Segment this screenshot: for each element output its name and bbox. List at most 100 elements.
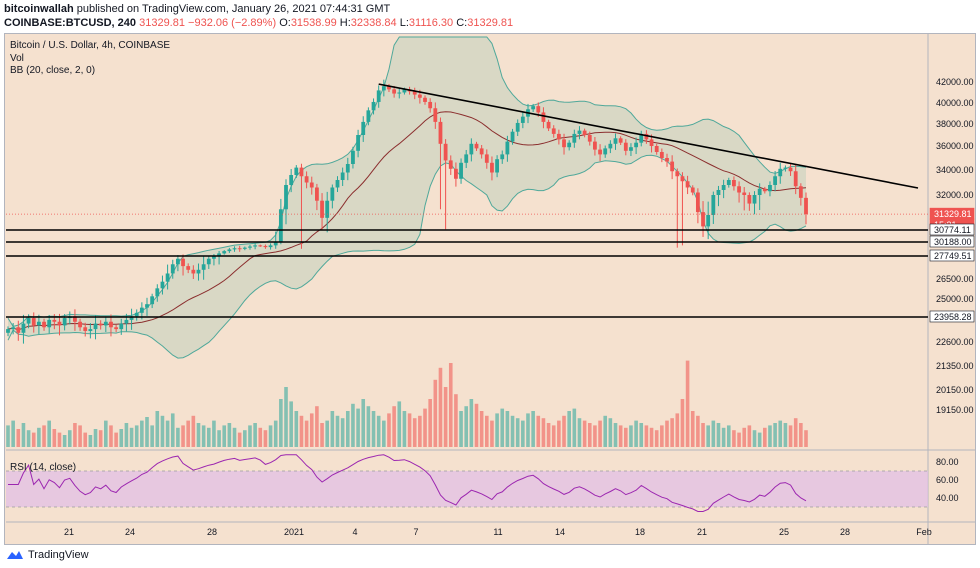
bb-fill bbox=[8, 37, 806, 359]
candle-body bbox=[515, 122, 520, 132]
symbol-label: COINBASE:BTCUSD, 240 bbox=[4, 17, 137, 29]
volume-bar bbox=[562, 415, 566, 447]
trendline bbox=[378, 83, 919, 189]
candle-body bbox=[768, 185, 772, 192]
volume-bar bbox=[763, 427, 767, 447]
candle-body bbox=[484, 154, 489, 163]
candle-body bbox=[73, 316, 77, 322]
candle-body bbox=[31, 318, 36, 326]
candle-body bbox=[227, 249, 232, 252]
candle-body bbox=[93, 323, 98, 330]
volume-bar bbox=[644, 425, 649, 447]
candle-body bbox=[757, 188, 762, 195]
candle-body bbox=[752, 195, 757, 204]
volume-bar bbox=[773, 423, 777, 447]
candle-body bbox=[242, 247, 247, 249]
candle-body bbox=[376, 90, 381, 102]
candle-body bbox=[680, 176, 685, 182]
volume-bar bbox=[37, 427, 41, 447]
price-tag-box bbox=[929, 223, 975, 236]
volume-bar bbox=[500, 408, 505, 447]
volume-bar bbox=[304, 420, 309, 447]
volume-bar bbox=[696, 415, 700, 447]
candle-body bbox=[88, 329, 93, 331]
volume-bar bbox=[217, 430, 221, 447]
bb-legend[interactable]: BB (20, close, 2, 0) bbox=[10, 65, 96, 76]
price-axis: 42000.00 40000.00 38000.00 36000.00 34000.00… bbox=[929, 77, 975, 503]
candle-body bbox=[134, 312, 139, 317]
volume-bar bbox=[541, 418, 546, 447]
candle-body bbox=[103, 321, 108, 326]
candle-body bbox=[217, 253, 221, 256]
volume-bar bbox=[629, 425, 633, 447]
candle-body bbox=[556, 133, 561, 140]
time-tick-label: 24 bbox=[125, 527, 135, 537]
volume-bar bbox=[510, 415, 515, 447]
price-tag-box bbox=[929, 249, 975, 262]
price-tick-label: 25000.00 bbox=[936, 294, 974, 304]
candle-body bbox=[639, 133, 644, 143]
volume-bar bbox=[536, 415, 541, 447]
candle-body bbox=[320, 200, 324, 218]
volume-bar bbox=[109, 425, 113, 447]
candle-body bbox=[711, 195, 716, 215]
publisher-name[interactable]: bitcoinwallah bbox=[4, 3, 74, 15]
volume-bar bbox=[448, 363, 453, 447]
volume-bar bbox=[428, 399, 432, 447]
volume-bar bbox=[88, 435, 93, 447]
published-text: published on TradingView.com, January 26… bbox=[76, 3, 391, 15]
candle-body bbox=[690, 187, 695, 193]
candle-body bbox=[454, 168, 458, 179]
volume-bar bbox=[634, 420, 638, 447]
volume-bar bbox=[804, 430, 808, 447]
volume-bar bbox=[603, 415, 608, 447]
candles bbox=[6, 79, 808, 344]
volume-bar bbox=[181, 425, 185, 447]
volume-bar bbox=[618, 425, 623, 447]
volume-bar bbox=[464, 406, 469, 447]
candle-body bbox=[443, 143, 448, 161]
candle-body bbox=[423, 97, 427, 102]
candle-body bbox=[541, 112, 546, 122]
volume-bar bbox=[418, 415, 422, 447]
volume-legend[interactable]: Vol bbox=[10, 53, 24, 64]
low-label: L: bbox=[399, 17, 409, 29]
volume-bar bbox=[279, 399, 283, 447]
price-tick-label: 22600.00 bbox=[936, 337, 974, 347]
volume-bar bbox=[145, 417, 149, 447]
rsi-legend[interactable]: RSI (14, close) bbox=[10, 462, 77, 473]
candle-body bbox=[500, 154, 505, 160]
volume-bar bbox=[93, 429, 98, 447]
chart-title[interactable]: Bitcoin / U.S. Dollar, 4h, COINBASE bbox=[10, 40, 171, 51]
candle-body bbox=[237, 248, 242, 250]
volume-bar bbox=[624, 427, 628, 447]
candle-body bbox=[387, 86, 391, 90]
candle-body bbox=[582, 130, 587, 135]
volume-bar bbox=[474, 403, 479, 447]
candle-body bbox=[804, 197, 808, 215]
candle-body bbox=[459, 162, 463, 179]
volume-bar bbox=[598, 420, 602, 447]
price-tick-label: 19150.00 bbox=[936, 405, 974, 415]
volume-bar bbox=[412, 418, 417, 447]
price-tag-label: 31329.81 bbox=[934, 209, 972, 219]
volume-bar bbox=[258, 427, 263, 447]
candle-body bbox=[330, 187, 335, 201]
tradingview-footer[interactable]: TradingView bbox=[6, 549, 89, 561]
volume-bar bbox=[397, 401, 402, 447]
price-tag-label: 30774.11 bbox=[934, 225, 971, 235]
high-label: H: bbox=[339, 17, 351, 29]
candle-body bbox=[160, 281, 165, 289]
volume-bar bbox=[587, 423, 592, 447]
price-tag-box bbox=[929, 235, 975, 248]
candle-body bbox=[397, 92, 402, 94]
volume-bar bbox=[160, 415, 165, 447]
volume-bar bbox=[62, 435, 67, 447]
candle-body bbox=[6, 329, 10, 333]
rsi-tick-label: 80.00 bbox=[936, 457, 959, 467]
volume-bar bbox=[289, 401, 293, 447]
price-tick-label: 40000.00 bbox=[936, 98, 974, 108]
volume-bar bbox=[11, 420, 15, 447]
candle-body bbox=[356, 135, 360, 151]
